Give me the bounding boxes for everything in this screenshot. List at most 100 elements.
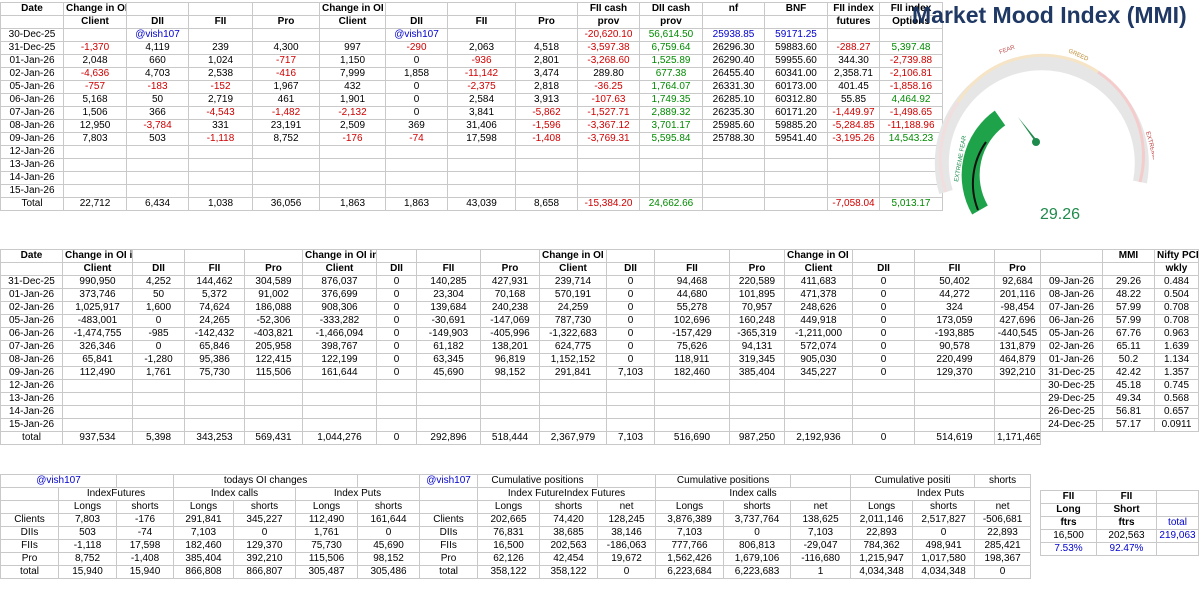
bottom-cell[interactable]: 129,370: [233, 539, 296, 553]
bottom-cell[interactable]: 98,152: [357, 552, 421, 566]
bottom-cell[interactable]: 784,362: [850, 539, 914, 553]
data-cell[interactable]: -147,069: [480, 314, 540, 328]
total-cell[interactable]: 8,658: [515, 197, 578, 211]
bottom-cell[interactable]: 76,831: [477, 526, 541, 540]
total-cell[interactable]: 516,690: [654, 431, 730, 445]
bottom-cell[interactable]: 866,808: [173, 565, 234, 579]
total-cell[interactable]: total: [0, 431, 63, 445]
data-cell[interactable]: [606, 405, 655, 419]
data-cell[interactable]: [827, 145, 880, 159]
data-cell[interactable]: [914, 405, 995, 419]
data-cell[interactable]: [606, 392, 655, 406]
data-cell[interactable]: 70,168: [480, 288, 540, 302]
data-cell[interactable]: 65,841: [62, 353, 133, 367]
total-cell[interactable]: [702, 197, 765, 211]
data-cell[interactable]: [827, 171, 880, 185]
header-cell[interactable]: Pro: [994, 262, 1041, 276]
data-cell[interactable]: -52,306: [244, 314, 303, 328]
bottom-cell[interactable]: 202,563: [539, 539, 599, 553]
data-cell[interactable]: 57.99: [1102, 314, 1155, 328]
header-cell[interactable]: [447, 2, 516, 16]
data-cell[interactable]: 75,730: [184, 366, 245, 380]
data-cell[interactable]: [416, 405, 481, 419]
data-cell[interactable]: [639, 171, 703, 185]
data-cell[interactable]: 0: [852, 327, 915, 341]
data-cell[interactable]: 876,037: [302, 275, 377, 289]
data-cell[interactable]: -5,284.85: [827, 119, 880, 133]
data-cell[interactable]: 239,714: [539, 275, 607, 289]
data-cell[interactable]: 56.81: [1102, 405, 1155, 419]
bottom-cell[interactable]: [116, 474, 174, 488]
data-cell[interactable]: [577, 171, 640, 185]
data-cell[interactable]: [447, 158, 516, 172]
data-cell[interactable]: [447, 184, 516, 198]
data-cell[interactable]: [188, 145, 253, 159]
data-cell[interactable]: [188, 28, 253, 42]
total-cell[interactable]: [764, 197, 828, 211]
bottom-cell[interactable]: [790, 474, 852, 488]
data-cell[interactable]: 131,879: [994, 340, 1041, 354]
data-cell[interactable]: 401.45: [827, 80, 880, 94]
data-cell[interactable]: [654, 418, 730, 432]
data-cell[interactable]: -20,620.10: [577, 28, 640, 42]
data-cell[interactable]: 624,775: [539, 340, 607, 354]
data-cell[interactable]: 291,841: [539, 366, 607, 380]
data-cell[interactable]: 4,252: [132, 275, 185, 289]
data-cell[interactable]: 122,199: [302, 353, 377, 367]
data-cell[interactable]: [126, 184, 189, 198]
data-cell[interactable]: 4,703: [126, 67, 189, 81]
row-date[interactable]: 30-Dec-25: [1040, 379, 1103, 393]
data-cell[interactable]: 570,191: [539, 288, 607, 302]
data-cell[interactable]: 324: [914, 301, 995, 315]
data-cell[interactable]: 572,074: [784, 340, 853, 354]
data-cell[interactable]: 464,879: [994, 353, 1041, 367]
data-cell[interactable]: [447, 145, 516, 159]
data-cell[interactable]: [654, 392, 730, 406]
data-cell[interactable]: 4,518: [515, 41, 578, 55]
data-cell[interactable]: 1,025,917: [62, 301, 133, 315]
header-cell[interactable]: DII: [132, 262, 185, 276]
bottom-cell[interactable]: 345,227: [233, 513, 296, 527]
header-cell[interactable]: Client: [539, 262, 607, 276]
bottom-cell[interactable]: 22,893: [850, 526, 914, 540]
data-cell[interactable]: [515, 28, 578, 42]
data-cell[interactable]: 91,002: [244, 288, 303, 302]
data-cell[interactable]: 122,415: [244, 353, 303, 367]
row-date[interactable]: 06-Jan-26: [1040, 314, 1103, 328]
data-cell[interactable]: 392,210: [994, 366, 1041, 380]
bottom-cell[interactable]: 305,487: [294, 565, 359, 579]
row-date[interactable]: 06-Jan-26: [0, 93, 64, 107]
bottom-cell[interactable]: 2,011,146: [850, 513, 914, 527]
data-cell[interactable]: 908,306: [302, 301, 377, 315]
total-cell[interactable]: 1,171,465: [994, 431, 1041, 445]
data-cell[interactable]: 26290.40: [702, 54, 765, 68]
header-cell[interactable]: [729, 249, 785, 263]
data-cell[interactable]: 60171.20: [764, 106, 828, 120]
data-cell[interactable]: 411,683: [784, 275, 853, 289]
data-cell[interactable]: [302, 405, 377, 419]
row-date[interactable]: 09-Jan-26: [1040, 275, 1103, 289]
bottom-cell[interactable]: 15,940: [58, 565, 117, 579]
data-cell[interactable]: 0: [606, 314, 655, 328]
data-cell[interactable]: 2,538: [188, 67, 253, 81]
data-cell[interactable]: [729, 379, 785, 393]
total-cell[interactable]: -7,058.04: [827, 197, 880, 211]
data-cell[interactable]: -483,001: [62, 314, 133, 328]
fii-cell[interactable]: 7.53%: [1040, 542, 1097, 556]
data-cell[interactable]: 0: [385, 54, 448, 68]
data-cell[interactable]: -1,527.71: [577, 106, 640, 120]
row-date[interactable]: 07-Jan-26: [1040, 301, 1103, 315]
data-cell[interactable]: 74,624: [184, 301, 245, 315]
data-cell[interactable]: -2,132: [319, 106, 386, 120]
data-cell[interactable]: [480, 405, 540, 419]
header-cell[interactable]: [852, 249, 915, 263]
data-cell[interactable]: [244, 379, 303, 393]
bottom-cell[interactable]: 7,103: [173, 526, 234, 540]
data-cell[interactable]: [132, 405, 185, 419]
total-cell[interactable]: 24,662.66: [639, 197, 703, 211]
header-cell[interactable]: [385, 2, 448, 16]
data-cell[interactable]: 2,509: [319, 119, 386, 133]
bottom-cell[interactable]: shorts: [539, 500, 599, 514]
data-cell[interactable]: 373,746: [62, 288, 133, 302]
header-cell[interactable]: Date: [0, 2, 64, 16]
